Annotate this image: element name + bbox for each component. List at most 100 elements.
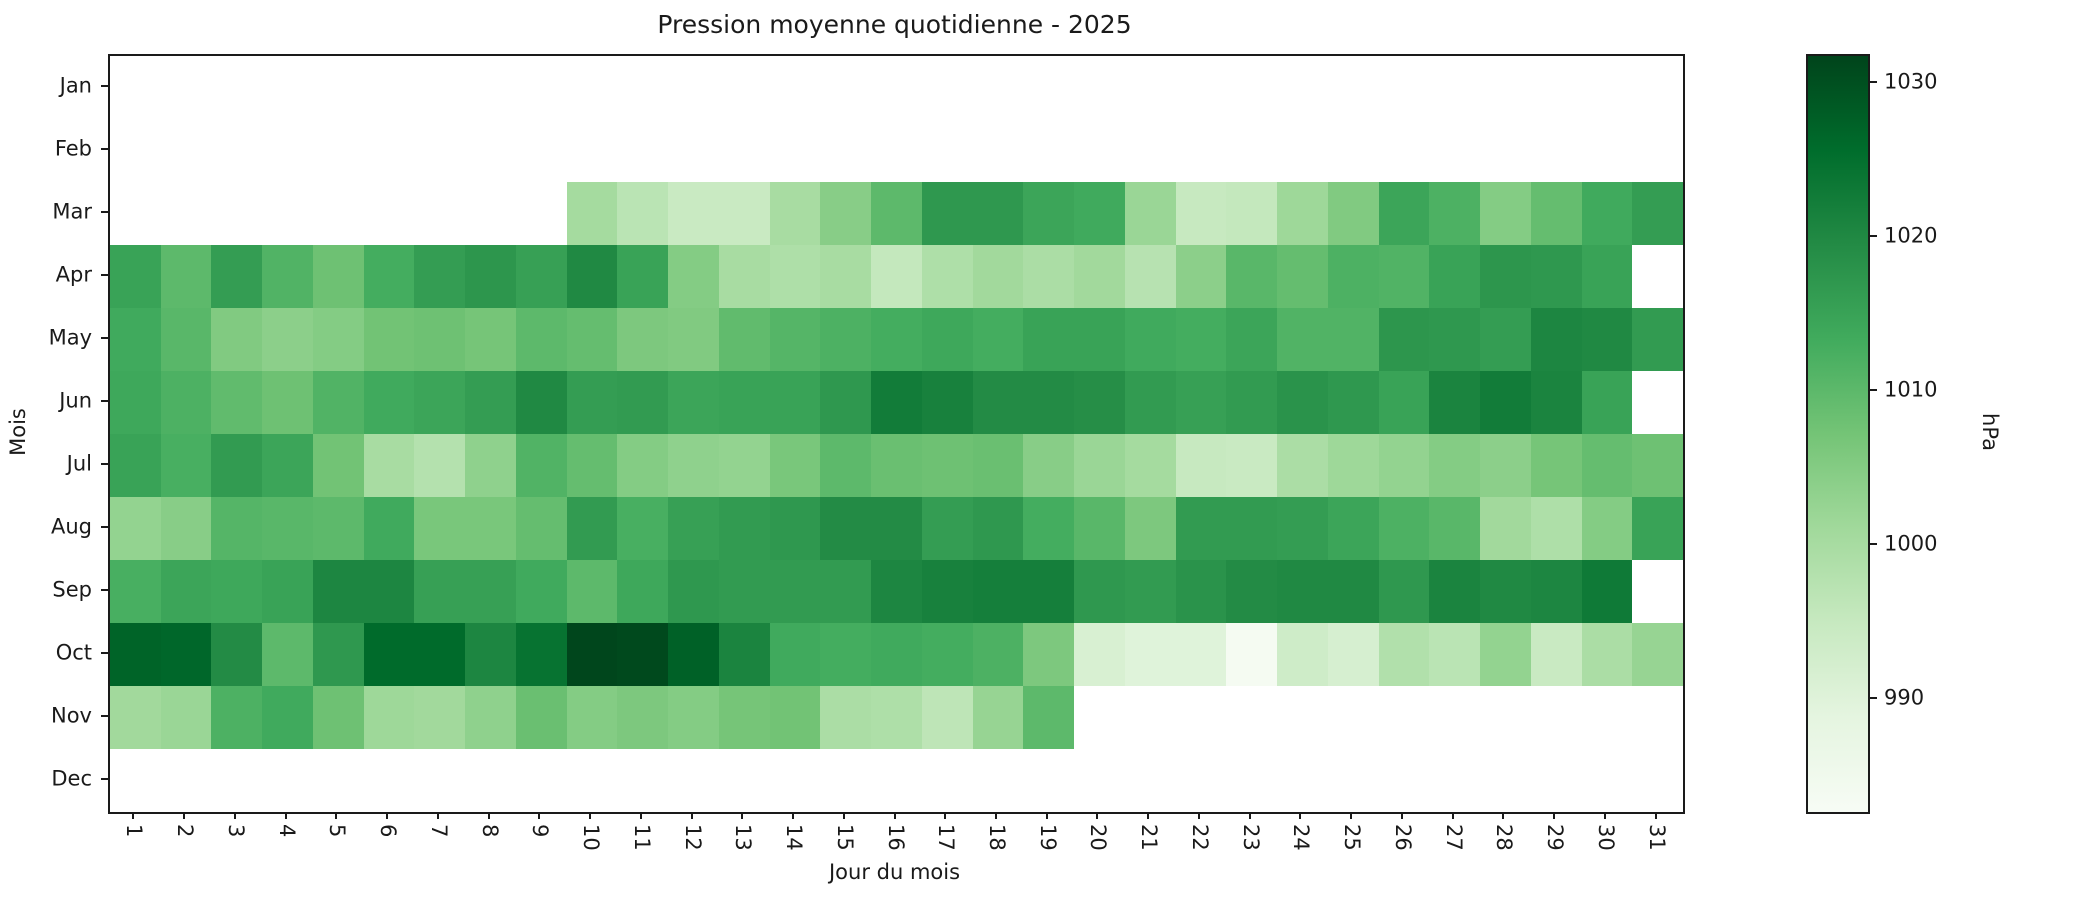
heatmap-cell [110,623,161,686]
heatmap-cell [1074,308,1125,371]
heatmap-cell [769,245,821,308]
heatmap-cell [769,371,821,434]
heatmap-cell [1226,434,1278,497]
heatmap-cell [1074,371,1125,434]
heatmap-cell [515,749,567,812]
heatmap-cell [718,245,770,308]
heatmap-cell [1429,497,1481,560]
heatmap-cell [1277,623,1328,686]
heatmap-cell [1277,749,1328,812]
heatmap-cell [1023,749,1075,812]
heatmap-cell [515,182,567,245]
heatmap-cell [1480,686,1531,749]
x-tick-mark [538,812,541,819]
colorbar-tick-label: 990 [1884,685,1925,710]
heatmap-cell [1074,623,1125,686]
heatmap-cell [160,371,212,434]
x-tick-mark [1096,812,1099,819]
heatmap-cell [1226,56,1278,119]
heatmap-cell [211,497,263,560]
x-tick-mark [1147,812,1150,819]
heatmap-cell [1023,623,1075,686]
heatmap-cell [414,182,466,245]
x-tick-mark [994,812,997,819]
heatmap-cell [1632,308,1683,371]
heatmap-cell [312,245,364,308]
heatmap-cell [160,749,212,812]
heatmap-cell [1023,119,1075,182]
heatmap-cell [1124,308,1176,371]
heatmap-cell [312,434,364,497]
heatmap-cell [1124,686,1176,749]
chart-title: Pression moyenne quotidienne - 2025 [657,10,1132,39]
heatmap-cell [769,308,821,371]
heatmap-cell [718,497,770,560]
heatmap-cell [718,119,770,182]
x-tick-mark [1299,812,1302,819]
heatmap-cell [566,308,618,371]
heatmap-cell [262,497,313,560]
heatmap-cell [668,371,719,434]
heatmap-cell [1124,119,1176,182]
heatmap-cell [1581,560,1633,623]
heatmap-cell [1378,308,1430,371]
colorbar-tick-label: 1030 [1884,69,1938,94]
heatmap-cell [363,56,415,119]
heatmap-cell [414,56,466,119]
heatmap-cell [1378,497,1430,560]
heatmap-cell [1429,56,1481,119]
y-tick-mark [101,84,108,87]
colorbar-tick-mark [1870,696,1877,699]
x-tick-mark [335,812,338,819]
heatmap-cell [1429,686,1481,749]
colorbar [1806,54,1870,814]
heatmap-cell [820,749,872,812]
heatmap-cell [1023,434,1075,497]
heatmap-cell [1581,245,1633,308]
heatmap-cell [718,56,770,119]
heatmap-cell [363,434,415,497]
x-tick-mark [1553,812,1556,819]
heatmap-cell [972,560,1024,623]
heatmap-cell [668,245,719,308]
x-tick-mark [792,812,795,819]
y-tick-label: Mar [52,199,92,223]
heatmap-cell [465,623,516,686]
heatmap-cell [465,308,516,371]
heatmap-cell [820,308,872,371]
heatmap-cell [1632,371,1683,434]
heatmap-cell [414,623,466,686]
heatmap-cell [921,686,973,749]
heatmap-cell [1074,182,1125,245]
heatmap-cell [414,497,466,560]
heatmap-cell [718,308,770,371]
heatmap-cell [465,434,516,497]
heatmap-cell [1530,686,1582,749]
heatmap-cell [1429,371,1481,434]
heatmap-cell [1327,182,1379,245]
heatmap-cell [921,56,973,119]
heatmap-cell [1378,56,1430,119]
heatmap-cell [262,371,313,434]
heatmap-cell [1175,371,1227,434]
heatmap-cell [414,434,466,497]
heatmap-cell [465,119,516,182]
heatmap-cell [160,308,212,371]
heatmap-cell [769,434,821,497]
heatmap-cell [820,56,872,119]
heatmap-cell [1378,245,1430,308]
heatmap-cell [820,623,872,686]
heatmap-cell [1378,623,1430,686]
heatmap-cell [1124,560,1176,623]
heatmap-cell [1023,686,1075,749]
heatmap-cell [1175,686,1227,749]
heatmap-cell [1429,560,1481,623]
heatmap-cell [312,308,364,371]
heatmap-cell [1277,686,1328,749]
heatmap-cell [1277,560,1328,623]
heatmap-cell [465,686,516,749]
heatmap-cell [1480,308,1531,371]
heatmap-cell [160,119,212,182]
heatmap-cell [312,749,364,812]
heatmap-cell [1226,371,1278,434]
